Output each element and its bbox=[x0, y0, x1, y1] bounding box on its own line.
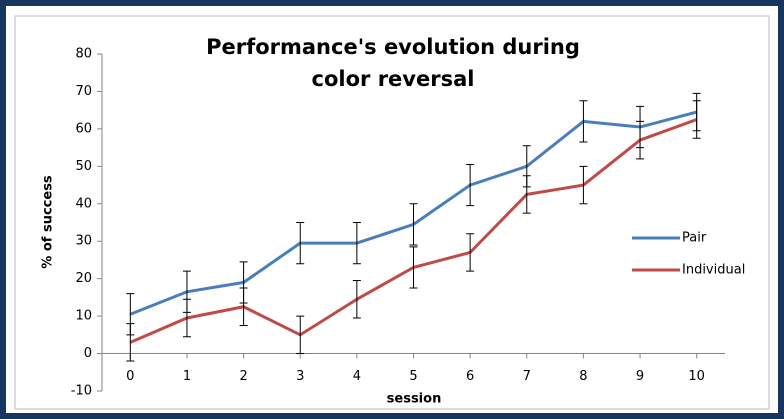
y-tick-label: 50 bbox=[75, 159, 92, 174]
x-tick-label: 8 bbox=[579, 369, 587, 384]
legend-label: Pair bbox=[682, 231, 707, 246]
chart-title-text: Performance's evolution during color reve… bbox=[206, 35, 580, 91]
error-bar bbox=[522, 175, 531, 214]
x-tick-label: 5 bbox=[409, 369, 417, 384]
x-axis-label: session bbox=[387, 392, 442, 407]
error-bar bbox=[296, 222, 305, 265]
y-tick-label: -10 bbox=[71, 384, 92, 399]
x-tick-label: 9 bbox=[636, 369, 644, 384]
legend-label: Individual bbox=[682, 263, 745, 278]
error-bar bbox=[409, 203, 418, 246]
x-tick-label: 1 bbox=[183, 369, 191, 384]
y-tick-label: 60 bbox=[75, 121, 92, 136]
error-bar bbox=[352, 222, 361, 265]
x-tick-label: 3 bbox=[296, 369, 304, 384]
error-bar bbox=[182, 298, 191, 338]
error-bar bbox=[296, 315, 305, 355]
y-tick-label: 10 bbox=[75, 309, 92, 324]
x-tick-label: 2 bbox=[239, 369, 247, 384]
y-tick-label: 20 bbox=[75, 271, 92, 286]
y-tick-label: 30 bbox=[75, 234, 92, 249]
x-tick-label: 6 bbox=[466, 369, 474, 384]
y-tick-label: 80 bbox=[75, 47, 92, 62]
error-bar bbox=[579, 100, 588, 143]
chart-area bbox=[14, 15, 770, 410]
error-bar bbox=[126, 323, 135, 362]
x-tick-label: 4 bbox=[353, 369, 361, 384]
y-tick-label: 0 bbox=[84, 346, 92, 361]
x-tick-label: 0 bbox=[126, 369, 134, 384]
error-bar bbox=[409, 246, 418, 289]
error-bar bbox=[352, 280, 361, 319]
error-bar bbox=[466, 163, 475, 207]
error-bar bbox=[466, 233, 475, 272]
y-tick-label: 40 bbox=[75, 196, 92, 211]
x-tick-label: 10 bbox=[688, 369, 705, 384]
y-tick-label: 70 bbox=[75, 84, 92, 99]
error-bar bbox=[636, 120, 645, 160]
error-bar bbox=[692, 100, 701, 139]
x-tick-label: 7 bbox=[523, 369, 531, 384]
error-bar bbox=[579, 165, 588, 205]
error-bar bbox=[239, 287, 248, 326]
y-axis-label: % of success bbox=[41, 175, 56, 269]
